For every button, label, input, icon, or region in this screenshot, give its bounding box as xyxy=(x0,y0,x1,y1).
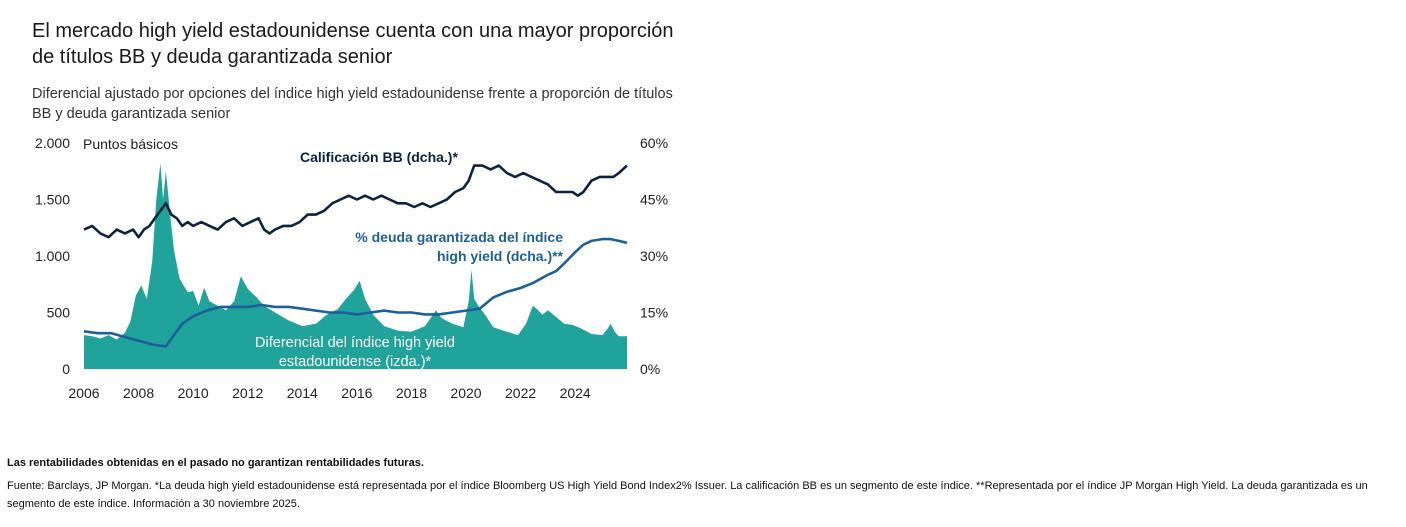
right-tick-label: 30% xyxy=(640,248,668,264)
line-series xyxy=(83,164,628,348)
x-tick-label: 2008 xyxy=(123,385,154,401)
x-tick-label: 2014 xyxy=(287,385,318,401)
page-subtitle: Diferencial ajustado por opciones del ín… xyxy=(32,86,673,122)
x-tick-label: 2010 xyxy=(178,385,209,401)
x-tick-label: 2022 xyxy=(505,385,536,401)
bb-rating-line xyxy=(83,164,628,239)
x-tick-label: 2016 xyxy=(341,385,372,401)
right-tick-label: 45% xyxy=(640,192,668,208)
bb-rating-line-label: Calificación BB (dcha.)* xyxy=(300,149,458,165)
right-axis-ticks: 0% 15% 30% 45% 60% xyxy=(640,135,668,377)
left-tick-label: 500 xyxy=(47,305,71,321)
right-tick-label: 15% xyxy=(640,305,668,321)
spread-area-series xyxy=(84,163,627,369)
spread-area-label: Diferencial del índice high yield estadou… xyxy=(255,335,455,370)
spread-area xyxy=(84,163,627,369)
left-tick-label: 1.500 xyxy=(35,192,70,208)
x-tick-label: 2020 xyxy=(450,385,481,401)
x-tick-label: 2024 xyxy=(560,385,591,401)
series-labels: Diferencial del índice high yield estadou… xyxy=(255,149,564,370)
left-tick-label: 2.000 xyxy=(35,135,70,151)
left-tick-label: 0 xyxy=(62,361,70,377)
page-title: El mercado high yield estadounidense cue… xyxy=(32,20,674,68)
secured-debt-line xyxy=(83,237,628,348)
x-tick-label: 2006 xyxy=(68,385,99,401)
source-note: Fuente: Barclays, JP Morgan. *La deuda h… xyxy=(7,480,1368,510)
x-tick-label: 2018 xyxy=(396,385,427,401)
disclaimer: Las rentabilidades obtenidas en el pasad… xyxy=(7,457,424,469)
left-tick-label: 1.000 xyxy=(35,248,70,264)
right-tick-label: 60% xyxy=(640,135,668,151)
left-axis-label: Puntos básicos xyxy=(83,136,178,152)
x-tick-label: 2012 xyxy=(232,385,263,401)
secured-debt-line-label: % deuda garantizada del índice high yield… xyxy=(355,229,563,264)
chart: 0 500 1.000 1.500 2.000 0% 15% 30% 45% 60% Punto… xyxy=(35,135,668,401)
x-axis-ticks: 2006 2008 2010 2012 2014 2016 2018 2020 2022 2024 xyxy=(68,385,591,401)
right-tick-label: 0% xyxy=(640,361,660,377)
left-axis-ticks: 0 500 1.000 1.500 2.000 xyxy=(35,135,70,377)
